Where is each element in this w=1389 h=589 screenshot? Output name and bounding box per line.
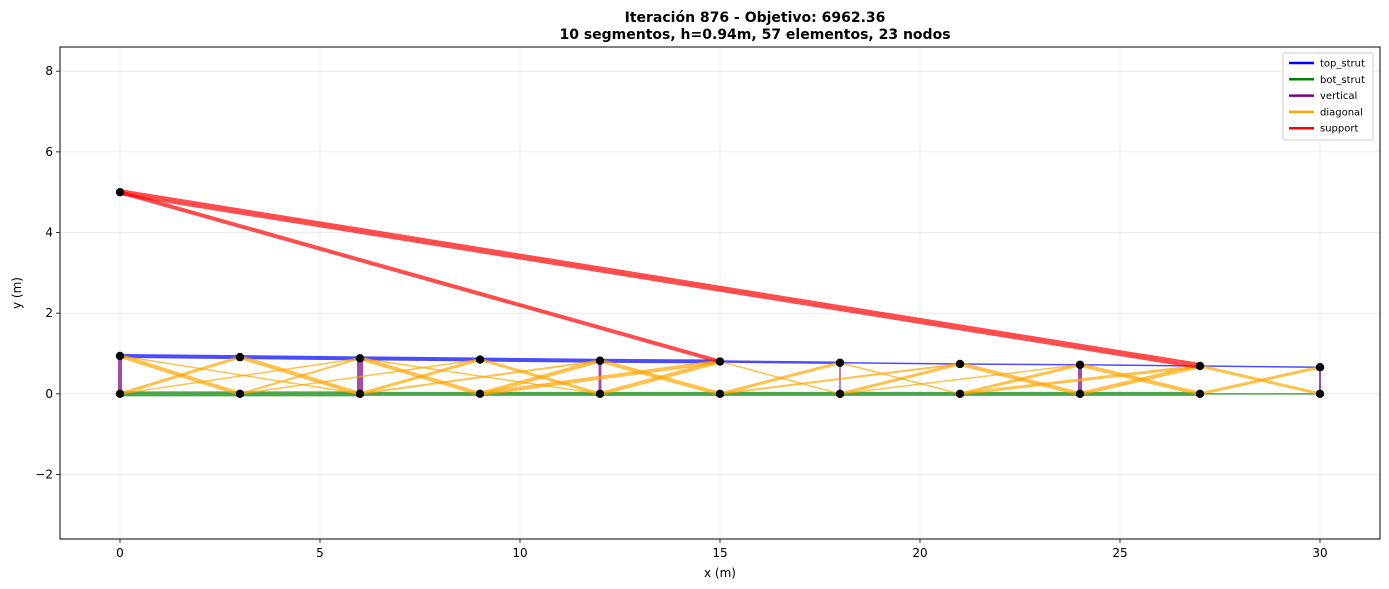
y-axis-label: y (m) <box>10 277 24 309</box>
support-member <box>119 190 721 364</box>
top-strut-member <box>719 360 841 365</box>
legend-label-vertical: vertical <box>1320 91 1357 102</box>
truss-node <box>1195 389 1205 399</box>
diagonal-member <box>479 358 601 396</box>
diagonal-member <box>479 359 721 396</box>
top-strut-member <box>839 362 961 365</box>
diagonal-member <box>119 355 241 396</box>
top-strut-member <box>959 363 1081 366</box>
truss-node <box>115 351 125 361</box>
y-tick-label: 8 <box>45 64 53 78</box>
support-member <box>119 189 1201 369</box>
truss-node <box>115 389 125 399</box>
x-tick-label: 0 <box>116 546 124 560</box>
truss-members <box>118 189 1321 397</box>
legend-label-support: support <box>1320 124 1358 135</box>
legend-label-top-strut: top_strut <box>1320 59 1365 70</box>
truss-node <box>115 187 125 197</box>
diagonal-member <box>1079 364 1201 396</box>
legend-label-diagonal: diagonal <box>1320 107 1363 118</box>
truss-node <box>715 389 725 399</box>
truss-node <box>1315 363 1325 372</box>
diagonal-member <box>359 357 601 395</box>
truss-node <box>595 389 605 399</box>
truss-node <box>1075 360 1085 369</box>
truss-node <box>475 355 485 364</box>
diagonal-member <box>599 359 721 396</box>
diagonal-member <box>839 362 961 396</box>
truss-node <box>1315 389 1325 399</box>
truss-node <box>355 389 365 399</box>
x-axis-label: x (m) <box>704 566 736 580</box>
x-tick-label: 15 <box>712 546 727 560</box>
truss-node <box>595 356 605 365</box>
truss-node <box>355 354 365 363</box>
diagonal-member <box>359 359 601 395</box>
y-tick-label: 2 <box>45 306 53 320</box>
legend-label-bot-strut: bot_strut <box>1320 75 1365 86</box>
truss-node <box>835 389 845 399</box>
y-tick-label: 0 <box>45 387 53 401</box>
diagonal-member <box>959 364 1201 396</box>
top-strut-member <box>1199 365 1321 368</box>
truss-node <box>835 358 845 367</box>
chart-title-line-2: 10 segmentos, h=0.94m, 57 elementos, 23 … <box>559 27 950 43</box>
y-tick-label: 6 <box>45 145 53 159</box>
truss-node <box>235 352 245 362</box>
diagonal-member <box>719 362 961 395</box>
truss-node <box>1195 361 1205 371</box>
truss-node <box>955 359 965 369</box>
legend: top_strut bot_strut vertical diagonal suppor… <box>1282 52 1374 141</box>
top-strut-member <box>359 356 481 362</box>
diagonal-member <box>1199 365 1321 396</box>
truss-nodes <box>115 187 1325 399</box>
legend-box <box>1282 52 1374 141</box>
top-strut-member <box>239 355 361 361</box>
diagonal-member <box>839 364 1081 395</box>
diagonal-member <box>239 357 361 395</box>
diagonal-member <box>239 358 481 395</box>
diagonal-member <box>119 357 361 395</box>
y-tick-label: 4 <box>45 226 53 240</box>
top-strut-member <box>599 358 721 364</box>
x-tick-label: 10 <box>512 546 527 560</box>
diagonal-member <box>119 355 361 395</box>
diagonal-member <box>959 363 1081 396</box>
x-tick-label: 25 <box>1112 546 1127 560</box>
top-strut-member <box>479 357 601 363</box>
truss-node <box>475 389 485 399</box>
y-tick-label: −2 <box>35 467 53 481</box>
chart-title-line-1: Iteración 876 - Objetivo: 6962.36 <box>625 10 886 26</box>
x-tick-label: 5 <box>316 546 324 560</box>
x-axis-ticks: 0 5 10 15 20 25 30 <box>116 539 1328 560</box>
truss-node <box>715 357 725 366</box>
x-tick-label: 20 <box>912 546 927 560</box>
truss-node <box>955 389 965 399</box>
top-strut-member <box>119 353 241 360</box>
diagonal-member <box>359 358 481 396</box>
y-axis-ticks: −2 0 2 4 6 8 <box>35 64 60 481</box>
truss-node <box>1075 389 1085 399</box>
truss-node <box>235 389 245 399</box>
diagonal-member <box>719 361 841 396</box>
x-tick-label: 30 <box>1312 546 1327 560</box>
